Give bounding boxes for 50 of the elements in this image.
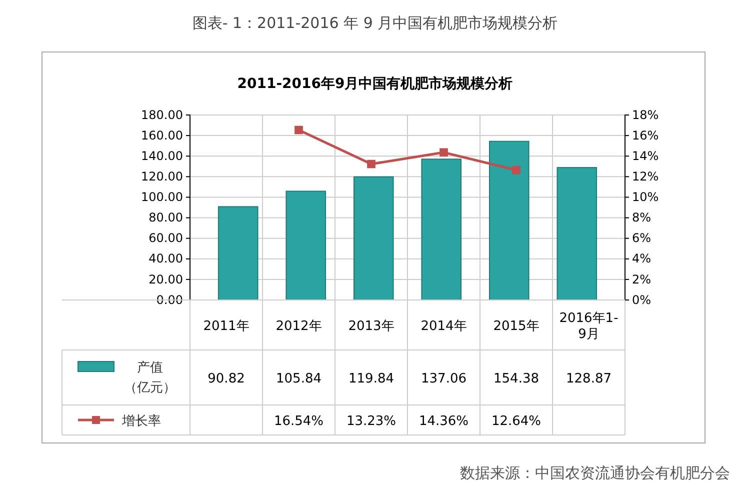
x-tick-label: 2014年 — [420, 319, 467, 334]
y-tick-label: 140.00 — [141, 148, 183, 163]
y2-tick-label: 18% — [632, 108, 659, 122]
chart-subtitle: 2011-2016年9月中国有机肥市场规模分析 — [237, 75, 513, 92]
data-label: 90.82 — [208, 372, 245, 386]
data-label: 105.84 — [276, 372, 322, 386]
y-tick-label: 20.00 — [148, 272, 183, 286]
y-tick-label: 180.00 — [141, 108, 183, 122]
point — [512, 166, 520, 174]
y2-tick-label: 2% — [632, 272, 652, 286]
y2-tick-label: 12% — [632, 170, 659, 184]
data-label: 137.06 — [421, 372, 466, 386]
y2-tick-label: 16% — [632, 128, 659, 142]
legend-label: 增长率 — [121, 413, 161, 429]
bar — [488, 140, 530, 300]
y2-tick-label: 8% — [632, 210, 652, 225]
x-tick-label: 2015年 — [493, 319, 540, 334]
point — [440, 148, 448, 157]
chart-title: 图表- 1：2011-2016 年 9 月中国有机肥市场规模分析 — [192, 14, 558, 32]
x-tick-label: 2016年1-9月 — [559, 311, 619, 342]
data-label: 14.36% — [418, 414, 469, 429]
y2-tick-label: 0% — [632, 292, 652, 307]
y-tick-label: 60.00 — [148, 231, 183, 246]
bar — [286, 190, 326, 300]
y2-tick-label: 6% — [632, 231, 652, 246]
y2-tick-label: 4% — [632, 252, 652, 266]
bar — [556, 167, 598, 300]
y-tick-label: 160.00 — [141, 128, 183, 142]
y-tick-label: 120.00 — [141, 170, 183, 184]
bar — [218, 206, 258, 300]
y2-tick-label: 10% — [632, 190, 659, 204]
point — [294, 126, 303, 134]
y-tick-label: 80.00 — [148, 210, 183, 225]
data-label: 16.54% — [274, 414, 324, 429]
x-tick-label: 2012年 — [276, 319, 322, 334]
source-note: 数据来源：中国农资流通协会有机肥分会 — [460, 464, 730, 482]
data-label: 12.64% — [491, 414, 542, 429]
x-tick-label: 2013年 — [348, 319, 394, 334]
data-label: 154.38 — [494, 372, 539, 386]
legend-label: 产值（亿元） — [124, 360, 176, 396]
y-tick-label: 100.00 — [141, 190, 183, 204]
bar — [421, 158, 462, 300]
y-tick-label: 40.00 — [148, 252, 183, 266]
bar — [353, 176, 394, 300]
data-label: 119.84 — [348, 372, 394, 386]
y2-tick-label: 14% — [632, 148, 659, 163]
x-tick-label: 2011年 — [203, 319, 250, 334]
data-label: 128.87 — [566, 372, 612, 386]
data-label: 13.23% — [346, 414, 396, 429]
point — [367, 160, 376, 168]
